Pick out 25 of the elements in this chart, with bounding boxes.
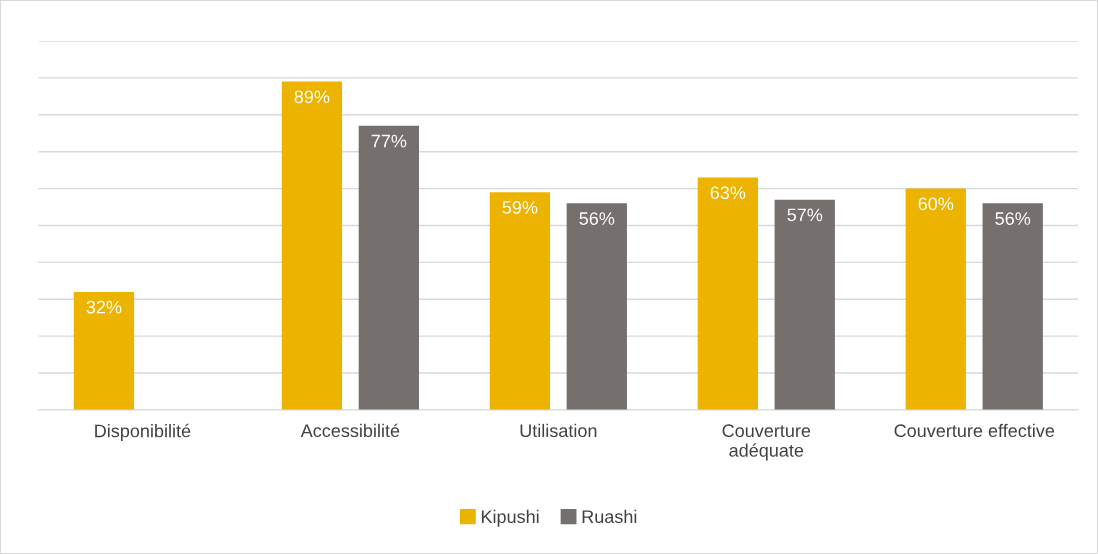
data-label: 89%	[294, 90, 330, 104]
legend-label: Ruashi	[582, 509, 637, 524]
x-tick-label: Couverture effective	[894, 423, 1055, 438]
data-label: 57%	[787, 208, 823, 222]
data-label: 60%	[918, 197, 954, 211]
x-tick-label: Utilisation	[520, 423, 597, 438]
bar	[73, 291, 135, 410]
x-tick-label: Couverture adéquate	[722, 424, 811, 461]
bar	[358, 125, 419, 410]
bar	[905, 188, 966, 410]
data-label: 56%	[995, 212, 1031, 225]
bar	[697, 177, 758, 410]
bar	[982, 203, 1043, 410]
bar	[774, 199, 835, 410]
legend-label: Kipushi	[481, 509, 539, 527]
bar	[281, 81, 343, 410]
bar	[489, 192, 551, 410]
data-label: 77%	[371, 134, 407, 148]
bar	[566, 203, 627, 410]
data-label: 32%	[86, 300, 122, 314]
x-tick-label: Accessibilité	[300, 423, 400, 438]
x-tick-label: Disponibilité	[95, 423, 191, 441]
data-label: 56%	[579, 212, 615, 225]
data-label: 59%	[502, 201, 538, 214]
data-label: 63%	[710, 186, 746, 200]
